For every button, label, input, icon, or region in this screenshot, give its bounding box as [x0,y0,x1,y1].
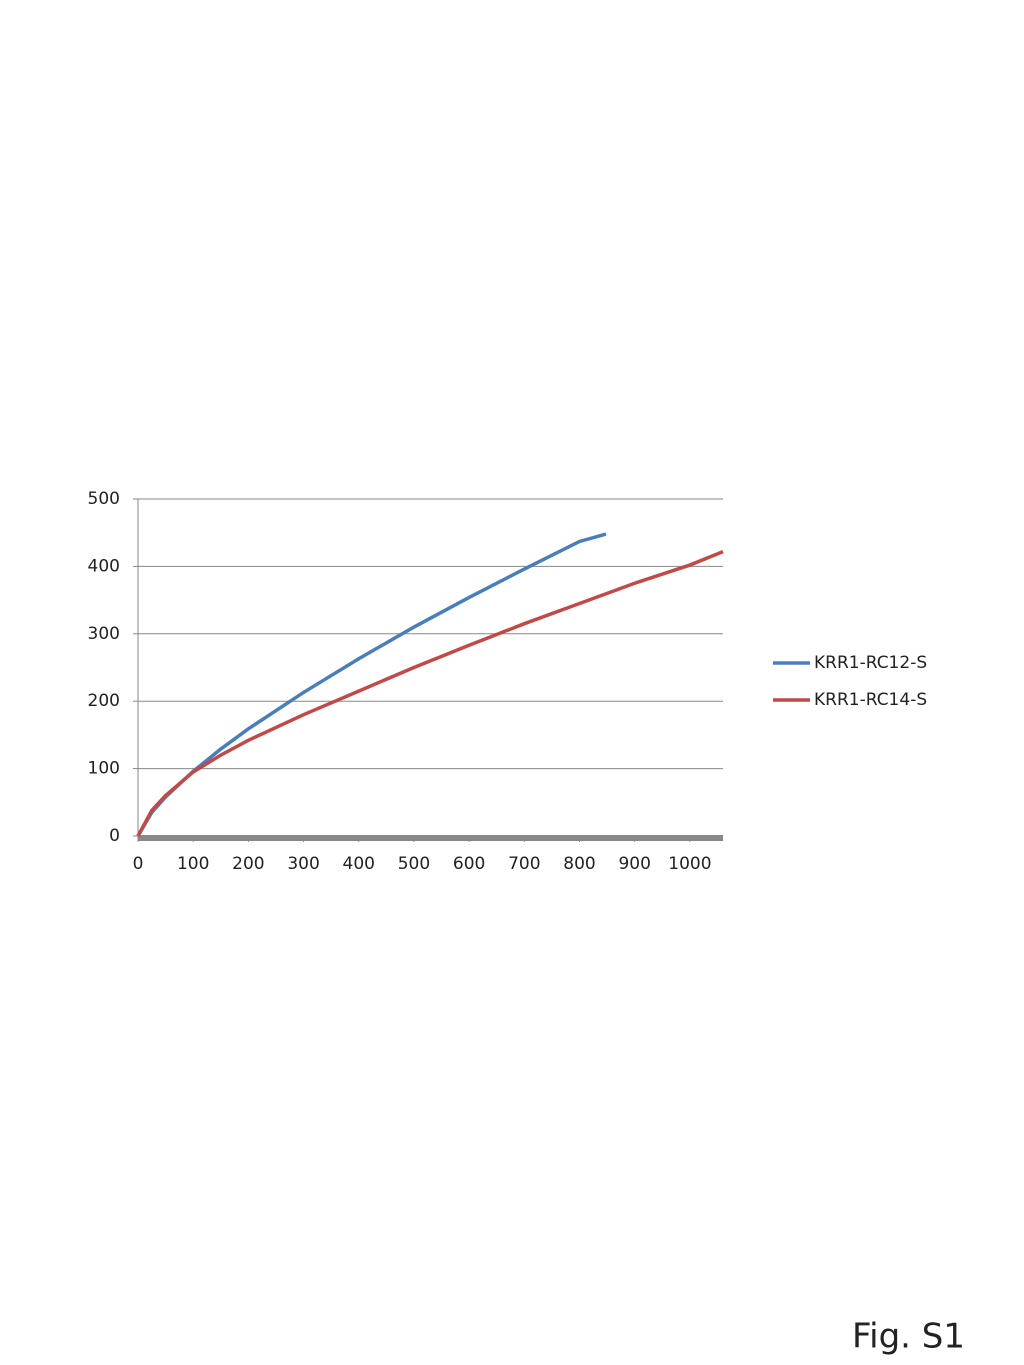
x-tick-label: 100 [177,854,209,874]
y-tick-label: 200 [88,691,120,711]
x-tick-label: 300 [287,854,319,874]
y-tick-label: 400 [88,556,120,576]
y-tick-label: 300 [88,624,120,644]
x-tick-label: 1000 [668,854,711,874]
y-tick-label: 0 [109,826,120,846]
x-tick-label: 500 [398,854,430,874]
x-tick-label: 600 [453,854,485,874]
figure-caption: Fig. S1 [852,1317,965,1357]
legend-label: KRR1-RC14-S [814,690,927,710]
x-tick-label: 0 [133,854,144,874]
x-tick-label: 700 [508,854,540,874]
x-tick-label: 800 [563,854,595,874]
x-tick-label: 900 [618,854,650,874]
x-tick-label: 200 [232,854,264,874]
y-tick-label: 100 [88,759,120,779]
y-tick-label: 500 [88,489,120,509]
legend-label: KRR1-RC12-S [814,653,927,673]
line [136,549,724,837]
x-tick-label: 400 [343,854,375,874]
